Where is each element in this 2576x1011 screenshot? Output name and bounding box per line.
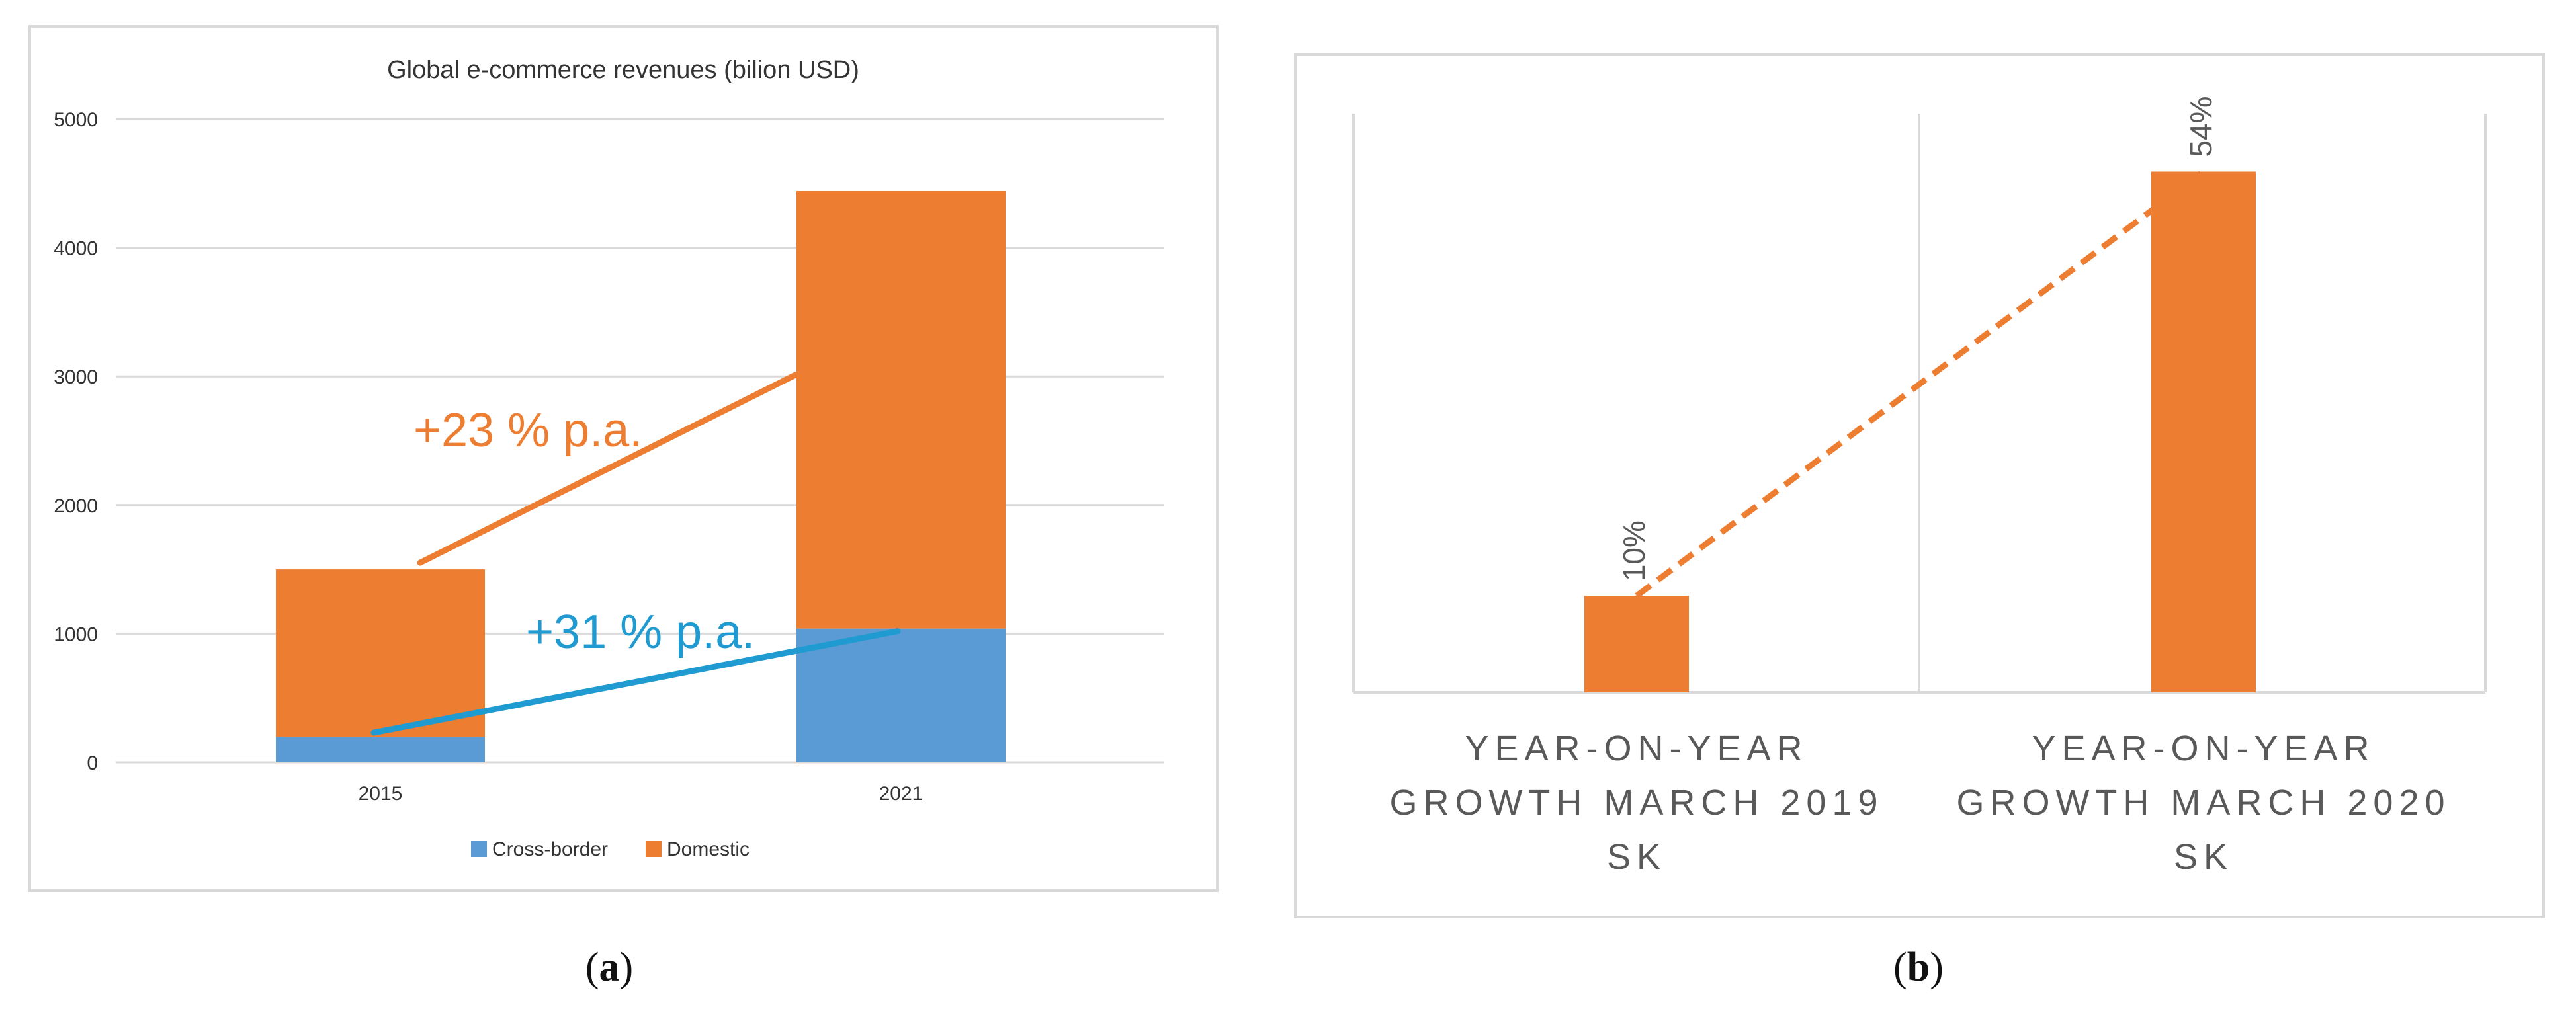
y-tick-label: 2000 [54, 495, 98, 517]
x-category-label-line: YEAR-ON-YEAR [1465, 729, 1808, 768]
legend-label-cross-border: Cross-border [492, 838, 608, 860]
y-tick-label: 1000 [54, 624, 98, 645]
growth-line-cross-border [370, 628, 901, 736]
chart-b-x-axis: YEAR-ON-YEAR GROWTH MARCH 2019 SK YEAR-ON-Y… [1389, 729, 2450, 877]
panel-label-b: (b) [1893, 945, 1944, 990]
legend-label-domestic: Domestic [667, 838, 750, 860]
growth-label-domestic: +23 % p.a. [413, 404, 642, 457]
legend-swatch-domestic [646, 841, 662, 857]
panel-label-a: (a) [585, 945, 633, 990]
growth-line-domestic [417, 372, 798, 566]
chart-a-title: Global e-commerce revenues (bilion USD) [387, 56, 859, 84]
panel-label-b-letter: b [1907, 945, 1930, 990]
x-category-label-line: GROWTH MARCH 2020 [1956, 783, 2450, 823]
growth-label-cross-border: +31 % p.a. [526, 606, 755, 659]
bar-2 [2151, 171, 2256, 692]
chart-a-y-axis: 0 1000 2000 3000 4000 5000 [54, 109, 98, 774]
bar-cross-border-2021 [796, 628, 1006, 762]
y-tick-label: 5000 [54, 109, 98, 131]
bar-domestic-2015 [276, 569, 485, 737]
y-tick-label: 3000 [54, 366, 98, 388]
x-category-label-line: YEAR-ON-YEAR [2032, 729, 2375, 768]
chart-b-axes [1352, 114, 2487, 694]
bar-cross-border-2015 [276, 737, 485, 762]
bar-domestic-2021 [796, 190, 1006, 629]
x-category-label-line: GROWTH MARCH 2019 [1389, 783, 1883, 823]
x-category-label-line: SK [1607, 837, 1666, 877]
data-label: 54% [2184, 96, 2218, 157]
y-tick-label: 0 [87, 752, 98, 774]
chart-a-legend: Cross-border Domestic [471, 838, 750, 860]
chart-a-x-axis: 2015 2021 [359, 783, 923, 805]
x-category-label-line: SK [2174, 837, 2233, 877]
panel-a: Global e-commerce revenues (bilion USD) … [28, 25, 1219, 892]
data-label: 10% [1617, 520, 1651, 581]
chart-a-bars [276, 190, 1006, 762]
y-tick-label: 4000 [54, 238, 98, 260]
bar-1 [1584, 596, 1689, 692]
chart-a-annotations: +23 % p.a. +31 % p.a. [370, 372, 901, 736]
trendline [1635, 169, 2206, 598]
x-tick-label: 2015 [359, 783, 403, 805]
x-tick-label: 2021 [879, 783, 923, 805]
legend-swatch-cross-border [471, 841, 487, 857]
chart-b-bars: 10% 54% [1584, 96, 2256, 692]
panel-label-a-letter: a [599, 945, 620, 990]
